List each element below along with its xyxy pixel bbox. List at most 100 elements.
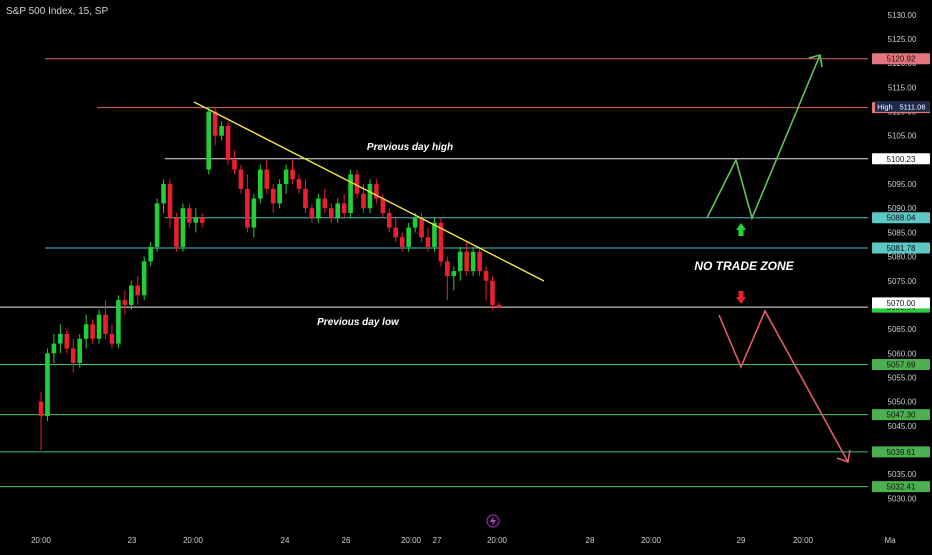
candle-body[interactable]	[406, 227, 411, 247]
candle-body[interactable]	[167, 184, 173, 218]
candle-body[interactable]	[51, 343, 57, 354]
level-price-badge[interactable]	[872, 409, 930, 421]
candle-body[interactable]	[96, 314, 102, 339]
candle-body[interactable]	[399, 237, 405, 247]
candle-body[interactable]	[464, 251, 469, 272]
level-price-badge[interactable]	[872, 153, 930, 165]
candle-body[interactable]	[148, 246, 153, 262]
y-tick-label: 5130.00	[888, 11, 917, 20]
candle-body[interactable]	[445, 261, 450, 276]
candle-body[interactable]	[187, 208, 192, 223]
candle-body[interactable]	[141, 261, 147, 296]
y-tick-label: 5045.00	[888, 422, 917, 431]
close-price-badge[interactable]	[872, 297, 930, 309]
candle-body[interactable]	[232, 159, 237, 170]
y-tick-label: 5105.00	[888, 132, 917, 141]
candle-body[interactable]	[77, 338, 82, 363]
candle-body[interactable]	[483, 271, 489, 281]
candle-body[interactable]	[341, 203, 347, 214]
candle-body[interactable]	[432, 222, 437, 247]
candle-body[interactable]	[425, 237, 431, 247]
candle-body[interactable]	[38, 401, 44, 417]
candle-body[interactable]	[154, 203, 160, 247]
candle-body[interactable]	[277, 184, 282, 204]
candle-body[interactable]	[206, 111, 211, 170]
candle-body[interactable]	[238, 169, 244, 189]
y-tick-label: 5080.00	[888, 253, 917, 262]
candle-body[interactable]	[193, 217, 199, 223]
candle-body[interactable]	[451, 271, 457, 276]
candle-body[interactable]	[296, 179, 302, 189]
price-axis[interactable]: 5030.005035.005040.005045.005050.005055.…	[872, 11, 930, 503]
x-tick-label: 20:00	[401, 536, 422, 545]
candle-body[interactable]	[70, 348, 76, 363]
y-tick-label: 5035.00	[888, 470, 917, 479]
candle-body[interactable]	[251, 198, 257, 228]
candle-body[interactable]	[354, 174, 360, 194]
candle-body[interactable]	[470, 251, 476, 272]
bullish-scenario-path[interactable]	[706, 54, 821, 221]
candle-body[interactable]	[374, 184, 379, 199]
candle-body[interactable]	[45, 353, 50, 417]
candle-body[interactable]	[457, 251, 463, 272]
candle-body[interactable]	[335, 203, 340, 218]
lightning-icon[interactable]	[486, 514, 500, 528]
time-axis[interactable]: 20:00 23 20:00 24 26 20:00 27 20:00 28 20:00 29 20:…	[31, 536, 896, 545]
candle-body[interactable]	[393, 227, 399, 238]
resistance-trendline[interactable]	[193, 101, 545, 282]
x-tick-label: 26	[342, 536, 351, 545]
candle-body[interactable]	[258, 169, 263, 199]
candle-body[interactable]	[103, 314, 108, 334]
candle-body[interactable]	[419, 217, 424, 238]
candle-body[interactable]	[83, 324, 89, 339]
candle-body[interactable]	[477, 251, 482, 272]
candle-body[interactable]	[161, 184, 166, 204]
candle-body[interactable]	[380, 198, 386, 214]
candle-body[interactable]	[438, 222, 444, 262]
candle-body[interactable]	[328, 208, 334, 218]
candle-body[interactable]	[303, 188, 308, 209]
bearish-scenario-path[interactable]	[718, 309, 849, 463]
candle-body[interactable]	[180, 208, 186, 247]
level-price-badge[interactable]	[872, 53, 930, 65]
level-price-badge[interactable]	[872, 242, 930, 254]
x-tick-label: 20:00	[183, 536, 204, 545]
candle-body[interactable]	[283, 169, 289, 185]
drawings-layer: Previous day high Previous day low NO TR…	[193, 53, 851, 464]
candle-body[interactable]	[219, 126, 224, 136]
level-price-badge[interactable]	[872, 358, 930, 370]
candle-body[interactable]	[361, 193, 366, 209]
level-price-badge[interactable]	[872, 212, 930, 224]
candle-body[interactable]	[290, 169, 295, 180]
candle-body[interactable]	[412, 217, 418, 228]
candle-body[interactable]	[64, 333, 70, 349]
candle-body[interactable]	[212, 111, 218, 136]
candle-body[interactable]	[109, 333, 115, 344]
candle-body[interactable]	[245, 188, 250, 228]
candle-body[interactable]	[270, 188, 276, 204]
candle-body[interactable]	[225, 126, 231, 160]
x-tick-label: 24	[281, 536, 290, 545]
candle-body[interactable]	[387, 213, 392, 228]
level-price-badge[interactable]	[872, 446, 930, 458]
level-price-badge[interactable]	[872, 481, 930, 493]
candle-body[interactable]	[135, 285, 141, 296]
candle-body[interactable]	[264, 169, 270, 189]
y-tick-label: 5060.00	[888, 349, 917, 358]
y-tick-label: 5030.00	[888, 494, 917, 503]
candle-body[interactable]	[199, 217, 205, 223]
candle-body[interactable]	[309, 208, 315, 218]
candle-body[interactable]	[174, 217, 179, 247]
candle-body[interactable]	[496, 304, 502, 308]
candle-body[interactable]	[348, 174, 353, 214]
candle-body[interactable]	[322, 198, 328, 209]
candle-body[interactable]	[490, 280, 495, 305]
candle-body[interactable]	[122, 300, 128, 305]
candle-body[interactable]	[58, 333, 63, 344]
candle-body[interactable]	[116, 300, 121, 344]
candle-body[interactable]	[316, 198, 321, 218]
candle-body[interactable]	[90, 324, 95, 339]
candle-body[interactable]	[367, 184, 373, 209]
candle-body[interactable]	[129, 285, 134, 305]
